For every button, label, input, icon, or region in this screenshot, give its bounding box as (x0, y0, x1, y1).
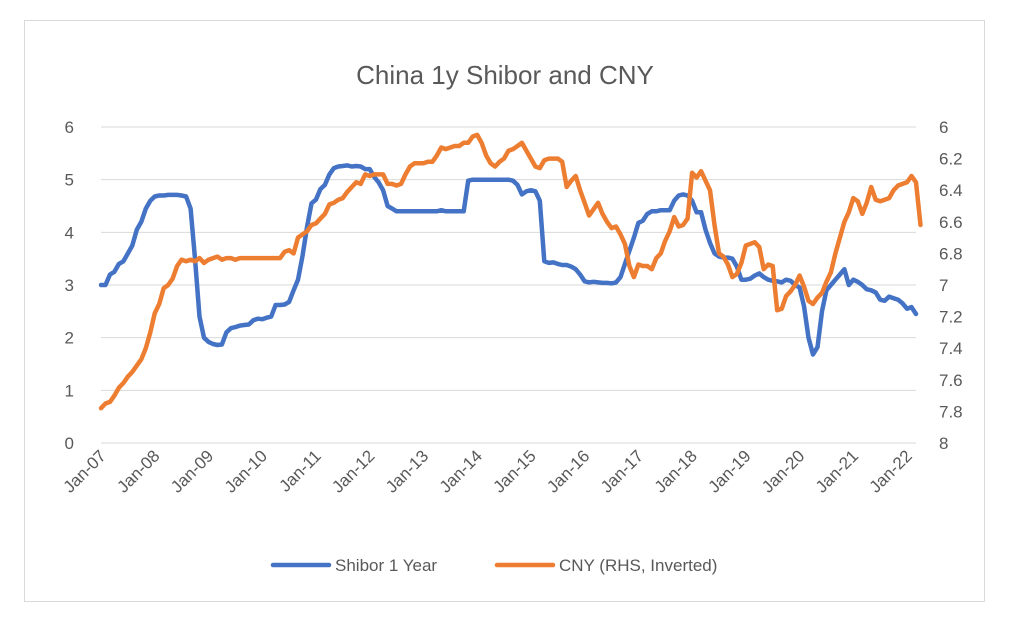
x-tick-label: Jan-22 (866, 446, 916, 496)
right-tick-label: 6.4 (939, 181, 963, 200)
right-tick-label: 7.8 (939, 402, 963, 421)
x-tick-label: Jan-13 (382, 446, 432, 496)
x-tick-label: Jan-12 (328, 446, 378, 496)
right-tick-label: 7.4 (939, 339, 963, 358)
right-axis-ticks: 6 6.2 6.4 6.6 6.8 7 7.2 7.4 7.6 7.8 8 (939, 118, 963, 453)
left-tick-label: 2 (65, 329, 74, 348)
left-tick-label: 6 (65, 118, 74, 137)
left-tick-label: 3 (65, 276, 74, 295)
right-tick-label: 6.2 (939, 150, 963, 169)
right-tick-label: 7.6 (939, 371, 963, 390)
x-tick-label: Jan-08 (113, 446, 163, 496)
series-group (98, 132, 923, 411)
x-tick-label: Jan-09 (167, 446, 217, 496)
series-line-cny (98, 132, 923, 411)
chart-title: China 1y Shibor and CNY (356, 60, 654, 90)
x-tick-label: Jan-11 (275, 446, 324, 495)
right-tick-label: 7 (939, 276, 948, 295)
x-tick-label: Jan-20 (758, 446, 808, 496)
left-tick-label: 1 (65, 381, 74, 400)
x-tick-label: Jan-14 (436, 446, 486, 496)
x-tick-label: Jan-21 (812, 446, 862, 496)
x-tick-label: Jan-15 (490, 446, 540, 496)
x-axis-ticks: Jan-07 Jan-08 Jan-09 Jan-10 Jan-11 Jan-12 Jan-… (60, 446, 916, 496)
legend-label: Shibor 1 Year (335, 556, 437, 575)
x-tick-label: Jan-16 (543, 446, 593, 496)
left-tick-label: 0 (65, 434, 74, 453)
x-tick-label: Jan-17 (597, 446, 647, 496)
right-tick-label: 8 (939, 434, 948, 453)
x-tick-label: Jan-10 (221, 446, 271, 496)
left-tick-label: 4 (65, 223, 74, 242)
right-tick-label: 6.6 (939, 213, 963, 232)
legend: Shibor 1 Year CNY (RHS, Inverted) (270, 556, 717, 575)
x-tick-label: Jan-07 (60, 446, 110, 496)
right-tick-label: 7.2 (939, 308, 963, 327)
x-tick-label: Jan-18 (651, 446, 701, 496)
series-line-shibor (98, 163, 919, 357)
x-tick-label: Jan-19 (704, 446, 754, 496)
right-tick-label: 6 (939, 118, 948, 137)
left-tick-label: 5 (65, 171, 74, 190)
legend-label: CNY (RHS, Inverted) (559, 556, 717, 575)
left-axis-ticks: 0 1 2 3 4 5 6 (65, 118, 74, 453)
right-tick-label: 6.8 (939, 244, 963, 263)
